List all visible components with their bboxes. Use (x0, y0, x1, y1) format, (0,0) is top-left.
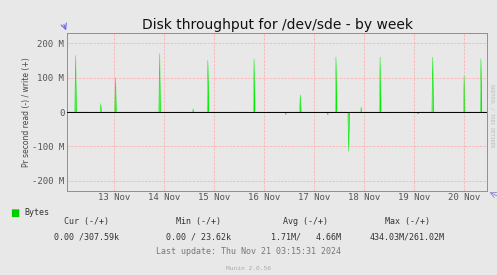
Text: 1.71M/   4.66M: 1.71M/ 4.66M (271, 232, 340, 241)
Text: Min (-/+): Min (-/+) (176, 217, 221, 226)
Text: RRDTOOL / TOBI OETIKER: RRDTOOL / TOBI OETIKER (490, 84, 495, 147)
Text: ■: ■ (10, 208, 19, 218)
Text: Cur (-/+): Cur (-/+) (65, 217, 109, 226)
Text: 434.03M/261.02M: 434.03M/261.02M (370, 232, 445, 241)
Text: Avg (-/+): Avg (-/+) (283, 217, 328, 226)
Text: 0.00 /307.59k: 0.00 /307.59k (55, 232, 119, 241)
Text: Bytes: Bytes (25, 208, 50, 217)
Text: Munin 2.0.56: Munin 2.0.56 (226, 266, 271, 271)
Text: Last update: Thu Nov 21 03:15:31 2024: Last update: Thu Nov 21 03:15:31 2024 (156, 248, 341, 257)
Y-axis label: Pr second read (-) / write (+): Pr second read (-) / write (+) (22, 57, 31, 167)
Title: Disk throughput for /dev/sde - by week: Disk throughput for /dev/sde - by week (142, 18, 413, 32)
Text: Max (-/+): Max (-/+) (385, 217, 430, 226)
Text: 0.00 / 23.62k: 0.00 / 23.62k (166, 232, 231, 241)
